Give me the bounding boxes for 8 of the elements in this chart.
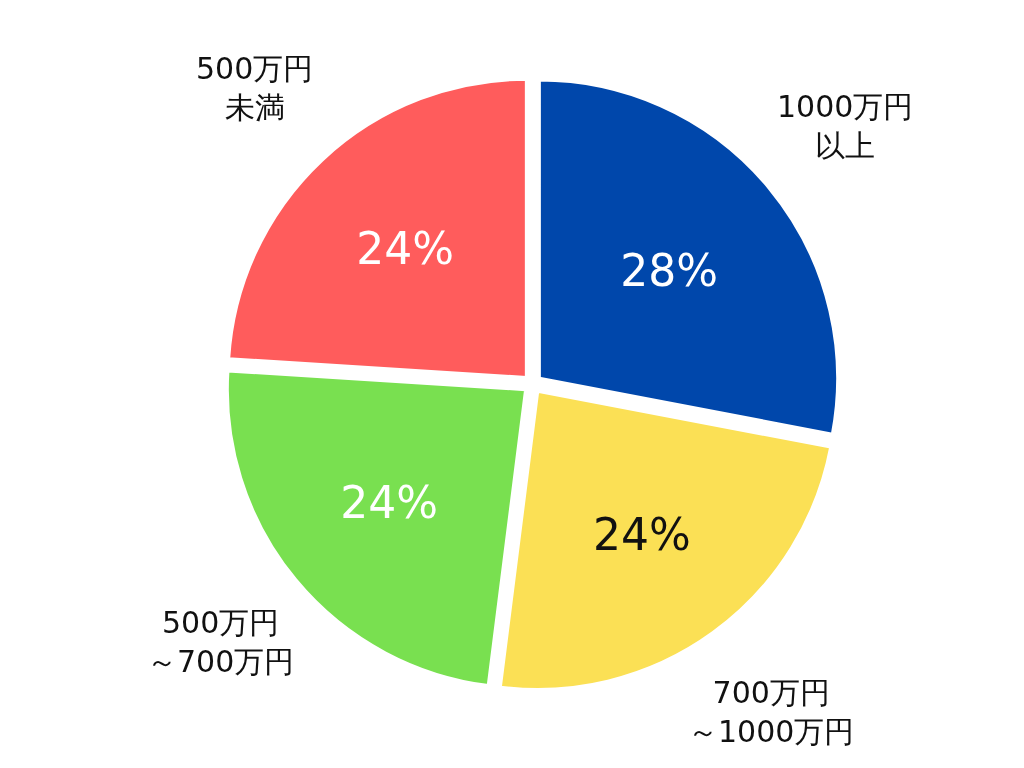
- slice-label: 500万円未満: [196, 51, 314, 125]
- data-label: 24%: [340, 477, 439, 529]
- data-label: 24%: [592, 508, 691, 560]
- slice-label: 1000万円以上: [777, 89, 914, 163]
- data-label: 24%: [356, 222, 455, 274]
- slice-label: 700万円～1000万円: [688, 675, 855, 749]
- data-label: 28%: [620, 245, 719, 297]
- slice-label: 500万円～700万円: [147, 605, 295, 679]
